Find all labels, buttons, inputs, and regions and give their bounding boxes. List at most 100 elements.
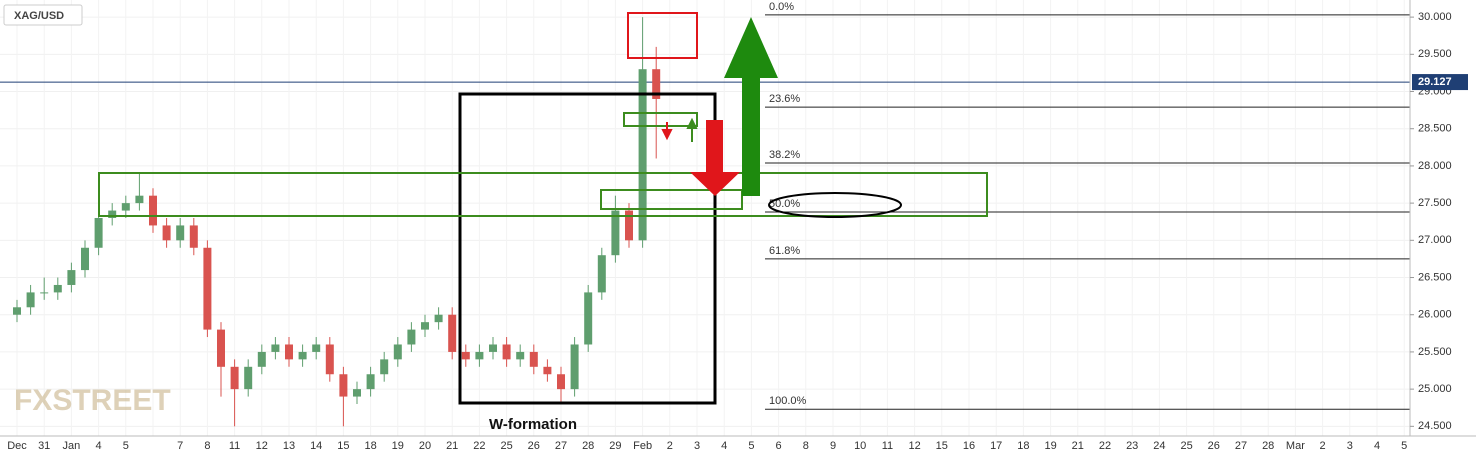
fib-label: 50.0% [769,198,800,210]
x-tick-label: 18 [1017,440,1029,452]
x-tick-label: 7 [177,440,183,452]
x-tick-label: 26 [1208,440,1220,452]
zone-box-small [600,189,743,210]
x-tick-label: 10 [854,440,866,452]
candle-body [217,329,225,367]
candle-body [312,344,321,352]
x-tick-label: 12 [908,440,920,452]
x-tick-label: 26 [528,440,540,452]
candle-body [584,292,593,345]
candle-body [625,210,633,241]
candle-body [176,225,185,241]
y-tick-label: 28.500 [1418,123,1452,135]
symbol: XAG/USD [14,10,64,22]
candle-body [638,69,647,241]
fib-label: 23.6% [769,93,800,105]
y-tick-label: 30.000 [1418,11,1452,23]
candle-body [230,366,239,390]
x-tick-label: 9 [830,440,836,452]
candle-body [271,344,280,352]
candle-body [353,389,361,397]
x-tick-label: 14 [310,440,322,452]
x-tick-label: 22 [1099,440,1111,452]
candle-body [421,322,429,330]
symbol-box [3,4,83,26]
candle-body [67,270,76,285]
candle-body [557,374,565,390]
candle-body [149,195,157,226]
x-tick-label: 5 [748,440,754,452]
x-tick-label: 24 [1153,440,1165,452]
x-tick-label: 19 [392,440,404,452]
candle-body [393,344,402,360]
candle-body [516,351,525,360]
x-tick-label: 2 [1320,440,1326,452]
x-tick-label: 8 [803,440,809,452]
x-tick-label: 12 [256,440,268,452]
candle-body [434,314,443,323]
x-tick-label: 17 [990,440,1002,452]
x-tick-label: 18 [364,440,376,452]
y-tick-label: 25.000 [1418,383,1452,395]
x-tick-label: 25 [500,440,512,452]
x-tick-label: 23 [1126,440,1138,452]
x-tick-label: 2 [667,440,673,452]
w-box [458,92,717,405]
candle-body [611,210,620,256]
x-tick-label: 13 [283,440,295,452]
candle-body [461,351,470,360]
x-tick-label: 5 [1401,440,1407,452]
candle-body [94,218,103,248]
x-tick-label: 11 [882,440,893,452]
red-arrow [690,120,740,196]
candle-body [121,203,130,211]
x-tick-label: 21 [446,440,458,452]
fib-label: 0.0% [769,1,794,13]
y-tick-label: 28.000 [1418,160,1452,172]
x-tick-label: 22 [473,440,485,452]
candle-body [81,247,89,271]
candle-body [13,307,21,315]
x-tick-label: 27 [555,440,567,452]
candle-body [40,292,49,294]
axes: 24.500 25.000 25.500 26.000 26.500 27.000 27.5… [7,11,1468,452]
x-tick-label: 15 [337,440,349,452]
y-tick-label: 25.500 [1418,346,1452,358]
candle-body [366,374,375,390]
x-tick-label: 29 [609,440,621,452]
candle-body [325,344,334,375]
x-tick-label: 20 [419,440,431,452]
last-price-label: 29.127 [1418,76,1452,88]
small-green-arrow [686,117,698,142]
candle-body [135,195,144,204]
x-tick-label: Mar [1286,440,1305,452]
top-box [627,12,698,59]
x-tick-label: 11 [229,440,240,452]
fib-label: 100.0% [769,395,807,407]
candle-body [502,344,511,360]
zone-box [98,172,988,217]
candle-body [380,359,389,375]
x-tick-label: 19 [1044,440,1056,452]
x-tick-label: Jan [63,440,81,452]
candle-body [53,284,62,293]
y-tick-label: 24.500 [1418,420,1452,432]
candle-body [652,69,661,99]
candles [13,17,661,427]
x-tick-label: 6 [776,440,782,452]
fib-label: 38.2% [769,149,800,161]
x-tick-label: Feb [633,440,652,452]
y-tick-label: 26.500 [1418,271,1452,283]
candle-body [570,344,579,390]
x-tick-label: 27 [1235,440,1247,452]
x-tick-label: 15 [936,440,948,452]
x-tick-label: 4 [96,440,102,452]
fib-label: 61.8% [769,245,800,257]
ellipse [768,192,902,218]
small-red-arrow [661,122,673,141]
candle-body [189,225,198,248]
x-tick-label: 4 [721,440,727,452]
candle-body [597,255,606,293]
